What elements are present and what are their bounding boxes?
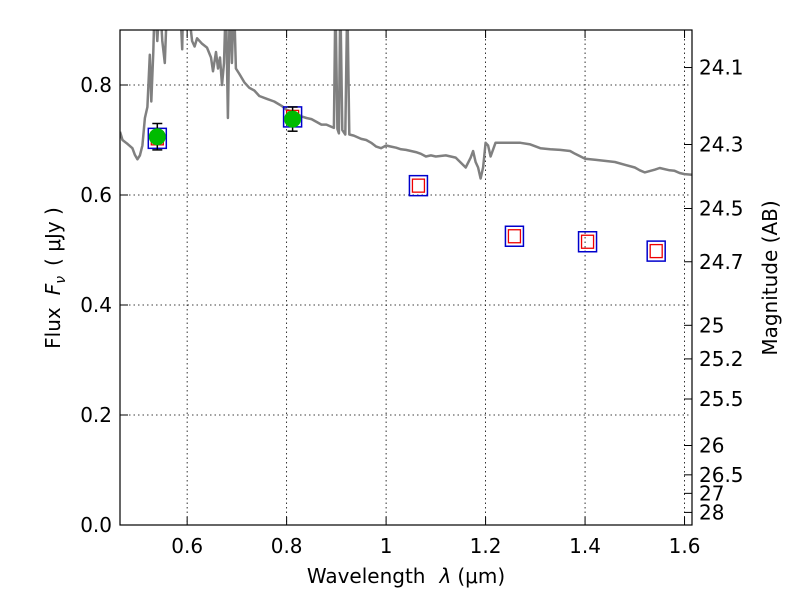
y-axis-title-symbol: F — [41, 283, 65, 295]
magnitude-tick-label: 28 — [699, 500, 724, 524]
model-photometry-box — [504, 225, 525, 247]
magnitude-tick-label: 25.2 — [699, 347, 744, 371]
plot-frame — [119, 29, 693, 526]
magnitude-tick-label: 26 — [699, 434, 724, 458]
magnitude-tick-label: 24.5 — [699, 197, 744, 221]
x-axis-title: Wavelength λ (μm) — [307, 564, 505, 588]
x-tick-label: 1.2 — [470, 534, 502, 558]
grid — [120, 30, 692, 526]
y-tick-label: 0.6 — [80, 183, 112, 207]
x-axis: 0.6 0.8 1 1.2 1.4 1.6 — [171, 30, 700, 558]
sed-spectrum-line — [120, 30, 692, 180]
model-photometry-inner — [507, 229, 522, 244]
model-photometry-inner — [411, 178, 426, 193]
y-tick-label: 0.8 — [80, 73, 112, 97]
magnitude-tick-label: 25.5 — [699, 387, 744, 411]
x-axis-title-symbol: λ — [439, 564, 452, 588]
y-tick-label: 0.2 — [80, 403, 112, 427]
magnitude-axis-title: Magnitude (AB) — [758, 200, 782, 355]
x-tick-label: 0.6 — [171, 534, 203, 558]
y-axis-title-subscript: ν — [53, 276, 69, 284]
model-photometry-inner — [649, 243, 663, 259]
magnitude-tick-label: 24.7 — [699, 250, 744, 274]
magnitude-tick-label: 27 — [699, 481, 724, 505]
magnitude-tick-label: 25 — [699, 313, 724, 337]
y-tick-label: 0.0 — [80, 513, 112, 537]
x-tick-label: 1.4 — [569, 534, 601, 558]
y-axis-title-unit: ( μJy ) — [41, 207, 65, 266]
model-photometry-inner — [580, 234, 595, 249]
x-tick-label: 1 — [380, 534, 393, 558]
sed-layer — [120, 30, 692, 180]
x-axis-title-unit: (μm) — [457, 564, 505, 588]
x-tick-label: 1.6 — [669, 534, 701, 558]
points-layer — [147, 106, 666, 262]
model-photometry-box — [408, 174, 429, 197]
magnitude-tick-label: 24.1 — [699, 56, 744, 80]
model-photometry-box — [577, 231, 598, 253]
y-axis-title-text: Flux — [41, 307, 65, 349]
x-axis-title-text: Wavelength — [307, 564, 426, 588]
y-axis: 0.0 0.2 0.4 0.6 0.8 — [80, 73, 128, 537]
magnitude-tick-label: 26.5 — [699, 463, 744, 487]
y-tick-label: 0.4 — [80, 293, 112, 317]
observed-photometry-point — [284, 110, 302, 128]
y-axis-title: Flux Fν ( μJy ) — [41, 207, 69, 349]
observed-photometry-point — [148, 128, 166, 146]
magnitude-tick-label: 24.3 — [699, 132, 744, 156]
x-tick-label: 0.8 — [271, 534, 303, 558]
model-photometry-box — [646, 240, 666, 262]
